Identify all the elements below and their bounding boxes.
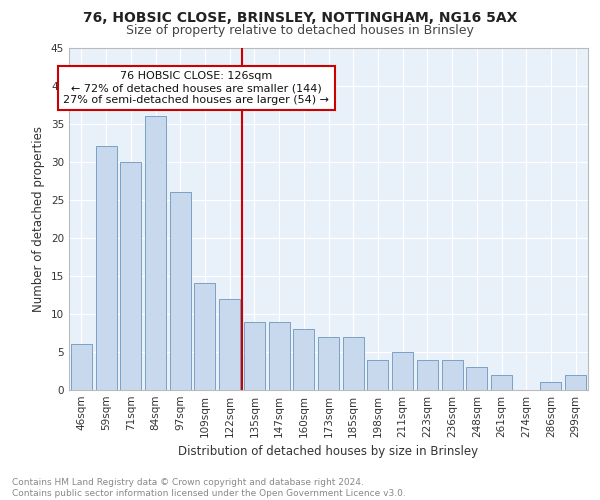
Bar: [95, 146, 116, 390]
X-axis label: Distribution of detached houses by size in Brinsley: Distribution of detached houses by size …: [178, 446, 479, 458]
Bar: [194, 284, 215, 390]
Text: 76, HOBSIC CLOSE, BRINSLEY, NOTTINGHAM, NG16 5AX: 76, HOBSIC CLOSE, BRINSLEY, NOTTINGHAM, …: [83, 11, 517, 25]
Text: Size of property relative to detached houses in Brinsley: Size of property relative to detached ho…: [126, 24, 474, 37]
Bar: [145, 116, 166, 390]
Bar: [541, 382, 562, 390]
Bar: [293, 329, 314, 390]
Bar: [466, 367, 487, 390]
Bar: [417, 360, 438, 390]
Bar: [565, 375, 586, 390]
Bar: [269, 322, 290, 390]
Bar: [219, 298, 240, 390]
Text: Contains HM Land Registry data © Crown copyright and database right 2024.
Contai: Contains HM Land Registry data © Crown c…: [12, 478, 406, 498]
Y-axis label: Number of detached properties: Number of detached properties: [32, 126, 46, 312]
Bar: [442, 360, 463, 390]
Bar: [71, 344, 92, 390]
Bar: [367, 360, 388, 390]
Bar: [392, 352, 413, 390]
Bar: [170, 192, 191, 390]
Bar: [343, 336, 364, 390]
Bar: [491, 375, 512, 390]
Bar: [244, 322, 265, 390]
Text: 76 HOBSIC CLOSE: 126sqm
← 72% of detached houses are smaller (144)
27% of semi-d: 76 HOBSIC CLOSE: 126sqm ← 72% of detache…: [63, 72, 329, 104]
Bar: [318, 336, 339, 390]
Bar: [120, 162, 141, 390]
